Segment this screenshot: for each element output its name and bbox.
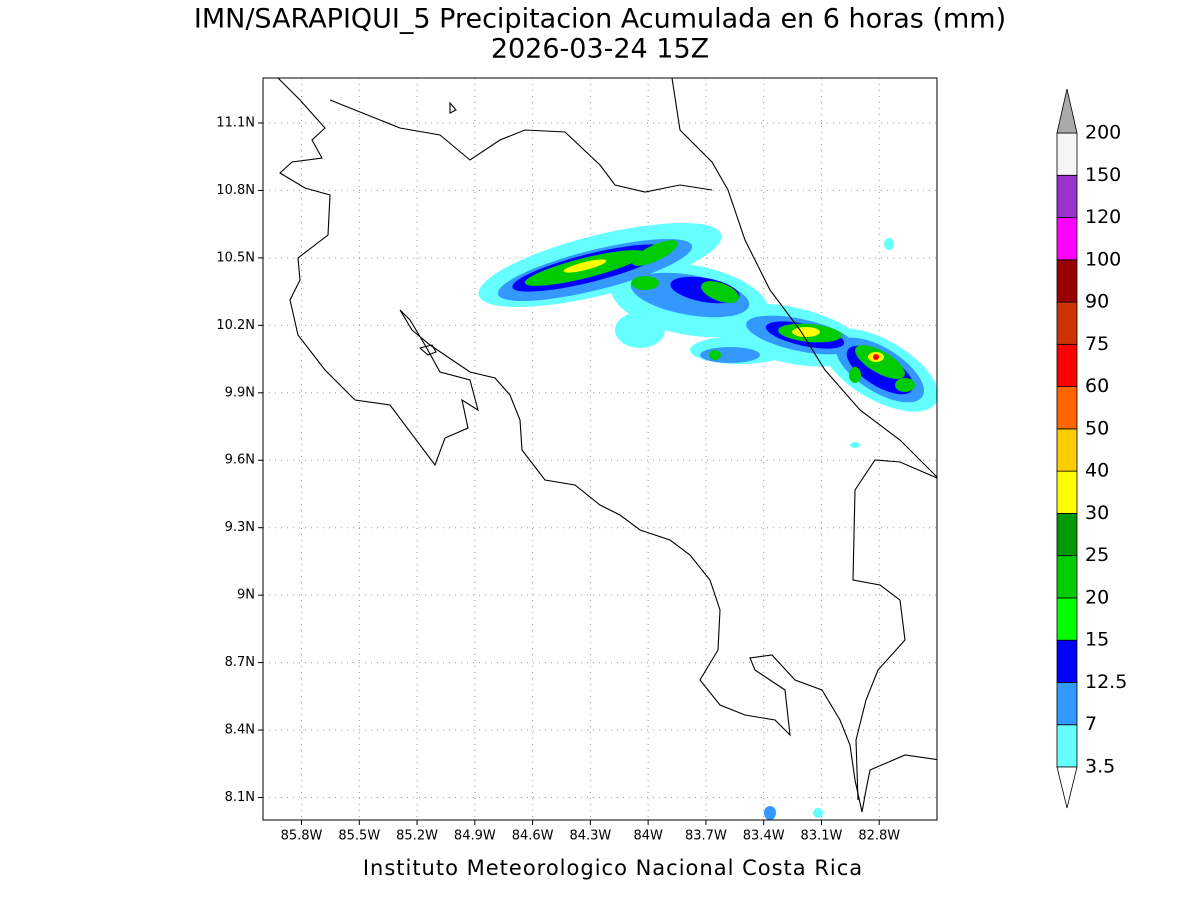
colorbar-label: 120 — [1085, 206, 1121, 228]
colorbar-label: 60 — [1085, 375, 1109, 397]
y-tick-label: 9.9N — [225, 385, 255, 400]
y-tick-label: 8.4N — [225, 723, 255, 738]
colorbar-box — [1056, 301, 1078, 345]
colorbar-box — [1056, 470, 1078, 514]
colorbar-label: 150 — [1085, 164, 1121, 186]
x-tick-label: 83.4W — [743, 829, 785, 844]
y-tick-label: 11.1N — [216, 115, 255, 130]
x-tick-label: 84W — [633, 829, 663, 844]
colorbar-box — [1056, 513, 1078, 557]
precip-60 — [873, 354, 879, 360]
x-tick-label: 84.3W — [569, 829, 611, 844]
y-tick-label: 8.1N — [225, 790, 255, 805]
colorbar-box — [1056, 174, 1078, 218]
y-tick-label: 9N — [237, 588, 255, 603]
colorbar-box — [1056, 343, 1078, 388]
colorbar-box — [1056, 555, 1078, 599]
precipitation-field — [478, 223, 937, 820]
x-tick-label: 83.7W — [685, 829, 727, 844]
precip-7 — [497, 238, 924, 820]
colorbar-label: 40 — [1085, 460, 1109, 482]
y-tick-label: 9.6N — [225, 453, 255, 468]
colorbar-box — [1056, 132, 1078, 176]
y-tick-label: 10.8N — [216, 183, 255, 198]
colorbar-box — [1056, 682, 1078, 726]
x-tick-label: 85.5W — [338, 829, 380, 844]
footer: Instituto Meteorologico Nacional Costa R… — [363, 856, 863, 880]
x-tick-label: 85.8W — [281, 829, 323, 844]
x-tick-label: 82.8W — [858, 829, 900, 844]
colorbar-box — [1056, 217, 1078, 261]
colorbar-label: 50 — [1085, 417, 1109, 439]
colorbar: 3.5 7 12.5 15 20 25 30 40 50 60 75 90 100 120 150 200 — [1056, 88, 1127, 809]
colorbar-label: 30 — [1085, 502, 1109, 524]
y-tick-label: 8.7N — [225, 655, 255, 670]
colorbar-box — [1056, 597, 1078, 641]
x-tick-label: 84.6W — [512, 829, 554, 844]
colorbar-over — [1056, 88, 1078, 134]
coastlines — [277, 78, 937, 813]
colorbar-box — [1056, 259, 1078, 303]
y-tick-label: 9.3N — [225, 520, 255, 535]
colorbar-label: 25 — [1085, 544, 1109, 566]
x-tick-label: 85.2W — [396, 829, 438, 844]
colorbar-label: 200 — [1085, 122, 1121, 144]
map-title: IMN/SARAPIQUI_5 Precipitacion Acumulada … — [194, 4, 1006, 35]
colorbar-label: 12.5 — [1085, 671, 1127, 693]
grid: 85.8W 85.5W 85.2W 84.9W 84.6W 84.3W 84W 83.7W 83… — [216, 78, 937, 844]
colorbar-label: 75 — [1085, 333, 1109, 355]
y-tick-label: 10.2N — [216, 318, 255, 333]
colorbar-label: 100 — [1085, 248, 1121, 270]
colorbar-box — [1056, 724, 1078, 768]
colorbar-box — [1056, 639, 1078, 683]
colorbar-label: 3.5 — [1085, 756, 1115, 778]
colorbar-box — [1056, 386, 1078, 430]
colorbar-under — [1056, 766, 1078, 809]
colorbar-label: 15 — [1085, 629, 1109, 651]
y-tick-label: 10.5N — [216, 250, 255, 265]
x-tick-label: 84.9W — [454, 829, 496, 844]
colorbar-label: 90 — [1085, 291, 1109, 313]
map-subtitle: 2026-03-24 15Z — [491, 34, 709, 65]
colorbar-label: 7 — [1085, 713, 1097, 735]
x-tick-label: 83.1W — [801, 829, 843, 844]
colorbar-box — [1056, 428, 1078, 472]
map-frame — [262, 77, 938, 821]
colorbar-label: 20 — [1085, 586, 1109, 608]
